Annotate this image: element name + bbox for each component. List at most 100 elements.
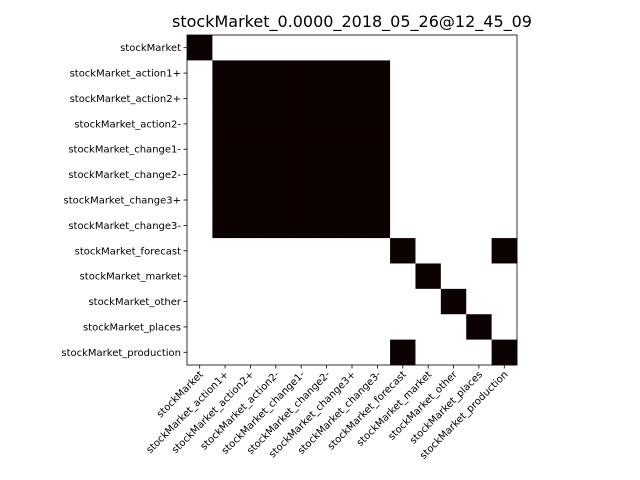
heatmap-cell [364,187,391,214]
heatmap-cell [415,212,442,239]
heatmap-cell [263,111,289,137]
y-tick-label: stockMarket_places [83,322,181,333]
heatmap-cell [187,288,213,315]
heatmap-cell [187,339,213,366]
heatmap-cell [212,60,239,87]
y-tick-label: stockMarket_change1- [68,145,181,156]
heatmap-cell [339,35,366,61]
heatmap-cell [440,136,467,163]
heatmap-cell [263,161,289,188]
heatmap-cell [237,212,264,239]
heatmap-cell [263,187,289,214]
heatmap-cell [390,314,416,341]
y-tick-label: stockMarket_change2- [68,170,181,181]
heatmap-cell [212,263,239,290]
heatmap-cell [415,314,442,341]
heatmap-cell [237,35,264,61]
heatmap-cell [364,212,391,239]
heatmap-cell [187,85,213,112]
heatmap-cell [364,111,391,137]
heatmap-cell [313,161,340,188]
heatmap-cell [212,339,239,366]
heatmap-cell [390,85,416,112]
heatmap-cell [390,35,416,61]
heatmap-cell [466,314,493,341]
heatmap-cell [339,314,366,341]
heatmap-cell [440,212,467,239]
heatmap-cell [440,161,467,188]
heatmap-cell [466,161,493,188]
heatmap-cell [440,314,467,341]
heatmap-cell [263,60,289,87]
heatmap-cell [466,288,493,315]
heatmap-cell [263,288,289,315]
heatmap-cell [440,60,467,87]
heatmap-cell [263,238,289,264]
heatmap-cell [212,238,239,264]
heatmap-cell [415,111,442,137]
heatmap-cell [263,85,289,112]
y-tick-label: stockMarket_production [61,348,181,359]
heatmap-cell [212,187,239,214]
heatmap-cell [364,263,391,290]
heatmap-cell [440,35,467,61]
y-tick-label: stockMarket_market [80,272,181,283]
heatmap-cell [364,238,391,264]
heatmap-cell [288,263,315,290]
heatmap-cell [491,339,518,366]
heatmap-cell [339,111,366,137]
heatmap-cell [187,238,213,264]
heatmap-cell [288,288,315,315]
heatmap-cell [339,288,366,315]
heatmap-cell [313,212,340,239]
heatmap-cell [288,111,315,137]
heatmap-cell [237,187,264,214]
heatmap-cell [466,238,493,264]
heatmap-cell [288,187,315,214]
heatmap-cell [313,111,340,137]
heatmap-cell [364,161,391,188]
heatmap-cell [339,339,366,366]
heatmap-cell [313,35,340,61]
heatmap-cell [263,212,289,239]
heatmap-cell [187,60,213,87]
heatmap-cell [212,314,239,341]
heatmap-cell [440,238,467,264]
heatmap-cell [440,288,467,315]
heatmap-cell [491,288,518,315]
heatmap-cell [491,136,518,163]
heatmap-cell [237,339,264,366]
y-axis: stockMarket stockMarket_action1+ stockMark… [61,43,187,359]
heatmap-cell [187,111,213,137]
y-tick-label: stockMarket_action2+ [70,94,181,105]
heatmap-cell [288,238,315,264]
y-tick-label: stockMarket_forecast [75,246,181,257]
heatmap-cell [313,60,340,87]
heatmap-cell [212,161,239,188]
heatmap-cell [491,212,518,239]
heatmap-cells [187,35,518,366]
heatmap-cell [212,111,239,137]
heatmap-cell [440,339,467,366]
heatmap-cell [440,187,467,214]
heatmap-cell [466,212,493,239]
heatmap-cell [212,212,239,239]
heatmap-cell [237,238,264,264]
heatmap-cell [339,161,366,188]
heatmap-cell [237,288,264,315]
chart-title: stockMarket_0.0000_2018_05_26@12_45_09 [172,12,532,32]
heatmap-cell [364,85,391,112]
heatmap-cell [415,35,442,61]
heatmap-cell [187,314,213,341]
heatmap-cell [313,136,340,163]
heatmap-cell [339,263,366,290]
heatmap-cell [466,339,493,366]
heatmap-cell [288,35,315,61]
heatmap-cell [415,263,442,290]
heatmap-cell [390,212,416,239]
heatmap-cell [288,161,315,188]
y-tick-label: stockMarket_change3+ [64,196,181,207]
heatmap-cell [339,60,366,87]
heatmap-cell [263,339,289,366]
